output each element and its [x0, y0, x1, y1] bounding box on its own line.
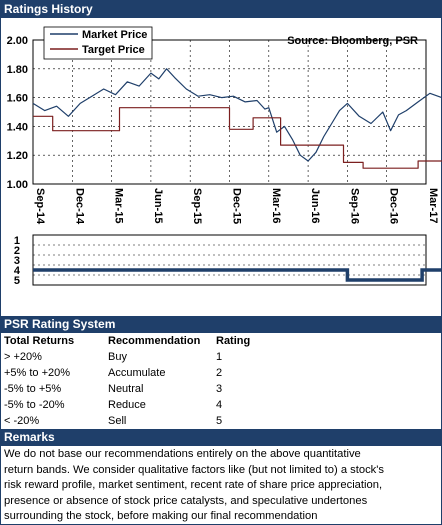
- x-tick-label: Dec-15: [231, 188, 243, 224]
- y-tick-labels: 2.00 1.80 1.60 1.40 1.20 1.00: [7, 35, 28, 191]
- legend-box: [43, 26, 153, 60]
- x-tick-label: Sep-15: [191, 188, 203, 224]
- legend: Market Price Target Price: [43, 26, 153, 60]
- table-row: < -20% Sell 5: [4, 413, 434, 429]
- cell-rating: 2: [216, 367, 223, 379]
- y-tick-label: 1.00: [7, 179, 28, 191]
- rating-y-tick-label: 2: [14, 245, 20, 257]
- cell-recommendation: Buy: [108, 351, 127, 363]
- col-header-rating: Rating: [216, 335, 251, 347]
- cell-rating: 3: [216, 383, 223, 395]
- remarks-line: surrounding the stock, before making our…: [4, 510, 318, 523]
- remarks-header: Remarks: [1, 429, 441, 446]
- remarks-line: presence or absence of stock price catal…: [4, 494, 368, 507]
- rating-grid: [33, 244, 426, 276]
- cell-total-returns: < -20%: [4, 415, 40, 427]
- remarks-line: return bands. We consider qualitative fa…: [4, 463, 384, 476]
- x-tick-label: Mar-17: [427, 188, 439, 223]
- cell-rating: 5: [216, 415, 223, 427]
- rating-y-tick-label: 4: [14, 265, 21, 277]
- y-tick-label: 2.00: [7, 35, 28, 47]
- rating-y-tick-label: 5: [14, 275, 20, 286]
- table-row: -5% to +5% Neutral 3: [4, 381, 434, 397]
- rating-line: [33, 268, 442, 282]
- x-tick-label: Sep-16: [348, 188, 360, 224]
- remarks-line: risk reward profile, market sentiment, r…: [4, 479, 383, 492]
- rating-y-tick-label: 1: [14, 235, 20, 247]
- remarks-line: We do not base our recommendations entir…: [4, 448, 361, 460]
- x-tick-labels: Sep-14 Dec-14 Mar-15 Jun-15 Sep-15 Dec-15 Mar-…: [34, 188, 439, 225]
- x-tick-label: Mar-16: [270, 188, 282, 223]
- x-tick-label: Mar-15: [113, 188, 125, 223]
- rating-y-tick-label: 3: [14, 255, 20, 267]
- legend-target-label: Target Price: [82, 44, 145, 56]
- table-row: +5% to +20% Accumulate 2: [4, 365, 434, 381]
- y-tick-label: 1.60: [7, 93, 28, 105]
- chart-source: Source: Bloomberg, PSR: [287, 35, 418, 47]
- x-tick-label: Jun-15: [152, 188, 164, 223]
- cell-total-returns: -5% to +5%: [4, 383, 62, 395]
- legend-market-label: Market Price: [82, 29, 147, 41]
- chart-series: [32, 68, 442, 169]
- cell-recommendation: Neutral: [108, 383, 144, 395]
- x-tick-label: Sep-14: [34, 188, 46, 225]
- rating-plot-border: [32, 234, 427, 286]
- remarks-text: We do not base our recommendations entir…: [4, 447, 438, 525]
- x-tick-label: Dec-14: [73, 188, 85, 225]
- rating-system-header: PSR Rating System: [1, 316, 441, 333]
- table-header-row: Total Returns Recommendation Rating: [4, 333, 434, 349]
- cell-total-returns: -5% to -20%: [4, 399, 65, 411]
- cell-recommendation: Accumulate: [108, 367, 166, 379]
- plot-border: [32, 39, 427, 185]
- col-header-recommendation: Recommendation: [108, 335, 201, 347]
- market-price-line: [32, 68, 442, 162]
- price-chart: 2.00 1.80 1.60 1.40 1.20 1.00 Sep-14 Dec-14 Mar…: [7, 26, 442, 225]
- y-tick-label: 1.80: [7, 64, 28, 76]
- ratings-history-header: Ratings History: [1, 1, 441, 18]
- cell-total-returns: +5% to +20%: [4, 367, 71, 379]
- x-tick-label: Jun-16: [309, 188, 321, 223]
- y-tick-label: 1.20: [7, 150, 28, 162]
- rating-series: [33, 268, 442, 282]
- cell-rating: 1: [216, 351, 223, 363]
- cell-rating: 4: [216, 399, 223, 411]
- cell-recommendation: Sell: [108, 415, 127, 427]
- x-tick-label: Dec-16: [388, 188, 400, 224]
- table-row: > +20% Buy 1: [4, 349, 434, 365]
- y-tick-label: 1.40: [7, 121, 28, 133]
- col-header-total-returns: Total Returns: [4, 335, 75, 347]
- rating-system-table: Total Returns Recommendation Rating > +2…: [4, 333, 434, 429]
- cell-total-returns: > +20%: [4, 351, 42, 363]
- table-row: -5% to -20% Reduce 4: [4, 397, 434, 413]
- cell-recommendation: Reduce: [108, 399, 146, 411]
- target-price-line: [33, 107, 442, 169]
